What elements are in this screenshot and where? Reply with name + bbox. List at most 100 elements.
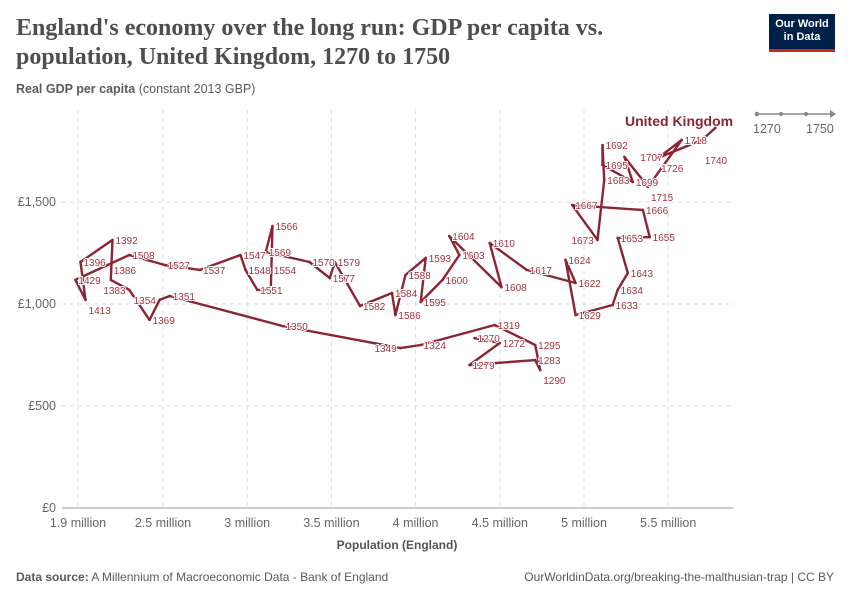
year-label: 1610 bbox=[493, 239, 516, 250]
data-point bbox=[533, 358, 537, 362]
data-point bbox=[646, 185, 650, 189]
data-point bbox=[419, 343, 422, 347]
data-point bbox=[626, 271, 630, 275]
year-label: 1527 bbox=[168, 261, 191, 272]
year-label: 1392 bbox=[115, 236, 138, 247]
source-text: A Millennium of Macroeconomic Data - Ban… bbox=[88, 570, 389, 584]
y-tick-label: £1,000 bbox=[18, 297, 56, 311]
timeline-end-label: 1750 bbox=[806, 122, 834, 136]
year-label: 1349 bbox=[374, 344, 397, 355]
year-label: 1270 bbox=[478, 334, 501, 345]
year-label: 1715 bbox=[651, 193, 674, 204]
data-point bbox=[570, 203, 574, 207]
data-point bbox=[564, 258, 567, 262]
data-point bbox=[493, 323, 497, 327]
data-point bbox=[308, 260, 311, 264]
timeline-handle-start[interactable] bbox=[754, 111, 760, 117]
data-point bbox=[358, 304, 362, 308]
year-label: 1283 bbox=[538, 356, 561, 367]
data-point bbox=[84, 298, 87, 302]
year-label: 1396 bbox=[83, 258, 106, 269]
logo-line2: in Data bbox=[783, 31, 821, 43]
data-point bbox=[488, 241, 491, 245]
subtitle-bold: Real GDP per capita bbox=[16, 82, 136, 96]
data-point bbox=[419, 300, 422, 304]
timeline-arrow-icon bbox=[830, 110, 836, 118]
year-label: 1566 bbox=[275, 222, 298, 233]
year-label: 1604 bbox=[452, 232, 475, 243]
data-point bbox=[244, 268, 247, 272]
x-tick-label: 1.9 million bbox=[50, 516, 106, 530]
chart-subtitle: Real GDP per capita (constant 2013 GBP) bbox=[16, 82, 255, 96]
series-line-united-kingdom bbox=[74, 127, 717, 372]
year-label: 1600 bbox=[446, 276, 469, 287]
data-point bbox=[158, 298, 161, 302]
y-tick-label: £500 bbox=[28, 399, 56, 413]
timeline-start-label: 1270 bbox=[753, 122, 781, 136]
data-point bbox=[616, 236, 619, 240]
year-label: 1653 bbox=[621, 234, 644, 245]
year-label: 1569 bbox=[269, 248, 292, 259]
year-label: 1547 bbox=[243, 251, 266, 262]
source-label: Data source: bbox=[16, 570, 89, 584]
data-point bbox=[447, 234, 451, 238]
year-label: 1279 bbox=[472, 361, 495, 372]
year-label: 1624 bbox=[568, 256, 591, 267]
year-label: 1617 bbox=[530, 266, 553, 277]
year-label: 1622 bbox=[579, 279, 602, 290]
year-label: 1655 bbox=[653, 233, 676, 244]
data-point bbox=[602, 178, 606, 182]
data-point bbox=[148, 318, 151, 322]
data-point bbox=[264, 250, 268, 254]
data-point bbox=[623, 155, 626, 159]
data-point bbox=[656, 156, 660, 160]
data-point bbox=[574, 313, 577, 317]
data-point bbox=[390, 291, 394, 295]
timeline-slider[interactable]: 1270 1750 bbox=[753, 110, 836, 136]
year-label: 1699 bbox=[636, 178, 659, 189]
data-point bbox=[616, 288, 619, 292]
owid-logo[interactable]: Our World in Data bbox=[769, 14, 835, 52]
data-point bbox=[473, 336, 476, 340]
data-point bbox=[441, 278, 444, 282]
year-label: 1508 bbox=[132, 251, 155, 262]
data-point bbox=[281, 324, 284, 328]
y-tick-label: £1,500 bbox=[18, 195, 56, 209]
year-label: 1369 bbox=[153, 316, 176, 327]
footer-link[interactable]: OurWorldinData.org/breaking-the-malthusi… bbox=[524, 570, 834, 584]
year-label: 1582 bbox=[363, 302, 386, 313]
data-point bbox=[648, 235, 651, 239]
year-label: 1272 bbox=[503, 339, 526, 350]
data-point bbox=[333, 260, 337, 264]
year-label: 1586 bbox=[398, 311, 421, 322]
year-label: 1554 bbox=[274, 266, 297, 277]
data-point bbox=[256, 288, 259, 292]
year-label: 1350 bbox=[286, 322, 309, 333]
year-label: 1548 bbox=[249, 266, 272, 277]
year-label: 1324 bbox=[424, 341, 447, 352]
timeline-dot bbox=[804, 112, 808, 116]
subtitle-unit: (constant 2013 GBP) bbox=[135, 82, 256, 96]
data-point bbox=[700, 138, 704, 142]
data-point bbox=[680, 138, 683, 142]
x-axis-label: Population (England) bbox=[337, 538, 458, 552]
logo-line1: Our World bbox=[775, 18, 829, 30]
x-tick-label: 2.5 million bbox=[135, 516, 191, 530]
year-label: 1726 bbox=[661, 164, 684, 175]
data-point bbox=[533, 343, 537, 347]
data-point bbox=[574, 281, 577, 285]
year-label: 1354 bbox=[134, 296, 157, 307]
data-point bbox=[596, 238, 599, 242]
data-point bbox=[399, 346, 402, 350]
year-label: 1351 bbox=[173, 292, 196, 303]
year-label: 1707 bbox=[640, 153, 663, 164]
data-point bbox=[424, 256, 428, 260]
year-label: 1692 bbox=[606, 141, 629, 152]
data-point bbox=[601, 143, 604, 147]
x-tick-label: 4.5 million bbox=[472, 516, 528, 530]
data-point bbox=[498, 341, 502, 345]
timeline-dot bbox=[779, 112, 783, 116]
data-point bbox=[271, 224, 274, 228]
data-point bbox=[394, 313, 397, 317]
